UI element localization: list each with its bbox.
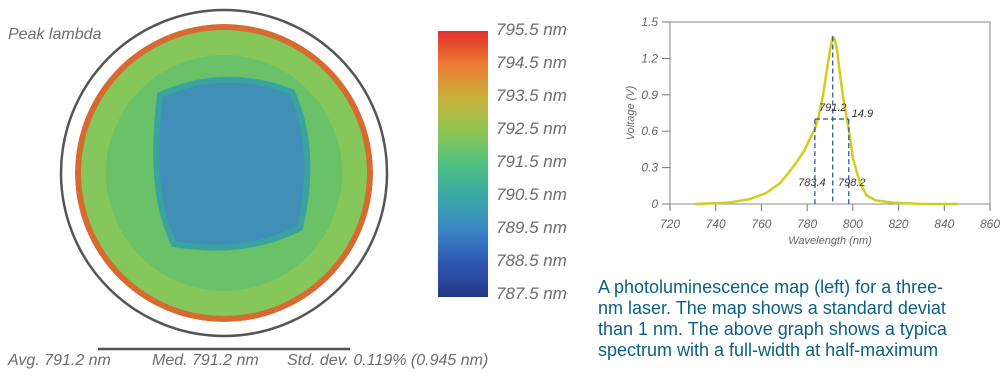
y-tick-label: 0.3 <box>641 161 658 175</box>
caption-line: than 1 nm. The above graph shows a typic… <box>598 319 947 339</box>
spectrum-line <box>695 35 958 206</box>
right-fwhm-label: 798.2 <box>838 177 866 189</box>
left-fwhm-label: 783.4 <box>798 177 826 189</box>
wafer-center-zone <box>156 79 308 248</box>
y-axis-label: Voltage (V) <box>625 85 637 140</box>
x-tick-label: 840 <box>934 217 954 231</box>
colorbar-label: 794.5 nm <box>496 53 567 72</box>
y-tick-label: 0 <box>651 197 658 211</box>
figure-caption: A photoluminescence map (left) for a thr… <box>598 277 1000 361</box>
caption-line: nm laser. The map shows a standard devia… <box>598 298 946 318</box>
chart-axes: 0 0.3 0.6 0.9 1.2 1.5 720 740 760 780 800 820 840 860… <box>625 15 1000 247</box>
x-axis-label: Wavelength (nm) <box>788 235 872 247</box>
y-tick-label: 1.5 <box>641 15 658 29</box>
x-tick-label: 760 <box>751 217 771 231</box>
plot-frame <box>669 21 991 205</box>
stat-average: Avg. 791.2 nm <box>8 352 111 369</box>
wafer-outline <box>59 8 389 338</box>
fwhm-label: 14.9 <box>852 108 873 120</box>
y-tick-label: 0.9 <box>641 88 658 102</box>
wafer-map <box>59 8 389 351</box>
stat-median: Med. 791.2 nm <box>152 352 259 369</box>
colorbar <box>438 31 488 297</box>
x-tick-label: 780 <box>797 217 817 231</box>
map-title: Peak lambda <box>8 26 102 43</box>
y-tick-label: 0.6 <box>641 124 658 138</box>
colorbar-label: 795.5 nm <box>496 20 567 39</box>
x-tick-label: 820 <box>889 217 909 231</box>
chart-marks: 791.2 14.9 783.4 798.2 <box>695 35 958 206</box>
wafer-center-fringe <box>153 76 311 251</box>
stat-std-dev: Std. dev. 0.119% (0.945 nm) <box>287 352 489 369</box>
spectrum-chart: 0 0.3 0.6 0.9 1.2 1.5 720 740 760 780 800 820 840 860… <box>625 15 1000 247</box>
colorbar-label: 792.5 nm <box>496 119 567 138</box>
colorbar-label: 793.5 nm <box>496 86 567 105</box>
colorbar-label: 789.5 nm <box>496 218 567 237</box>
x-tick-label: 720 <box>660 217 680 231</box>
caption-line: A photoluminescence map (left) for a thr… <box>598 277 944 297</box>
colorbar-label: 787.5 nm <box>496 284 567 303</box>
x-tick-label: 860 <box>980 217 1000 231</box>
y-tick-label: 1.2 <box>641 51 658 65</box>
colorbar-label: 791.5 nm <box>496 152 567 171</box>
peak-label: 791.2 <box>819 102 847 114</box>
x-tick-label: 800 <box>843 217 863 231</box>
x-tick-label: 740 <box>706 217 726 231</box>
colorbar-label: 790.5 nm <box>496 185 567 204</box>
caption-line: spectrum with a full-width at half-maxim… <box>598 340 939 360</box>
colorbar-label: 788.5 nm <box>496 251 567 270</box>
